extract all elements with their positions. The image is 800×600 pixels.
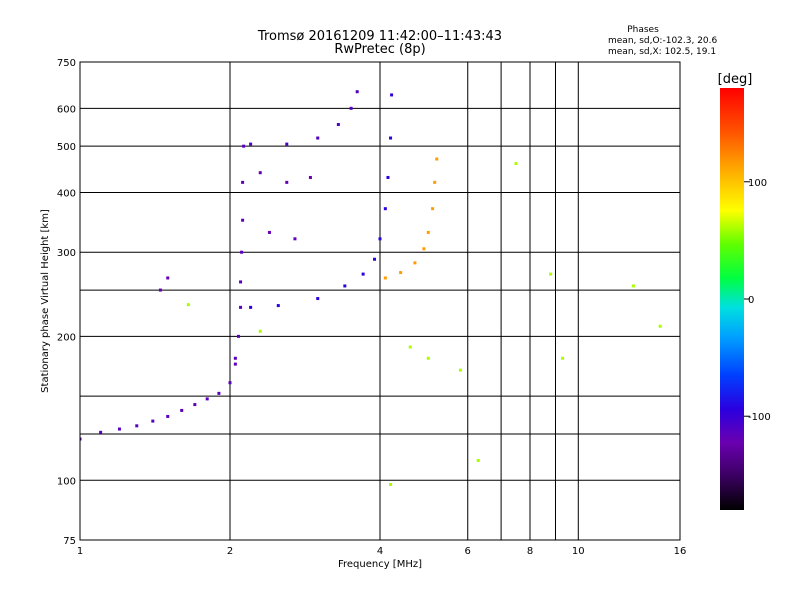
colorbar-ticks: 100 0 -100 — [744, 178, 771, 423]
data-point — [355, 90, 359, 94]
data-point — [343, 284, 347, 288]
data-point — [389, 136, 393, 140]
data-point — [205, 397, 209, 401]
grid-lines — [80, 62, 680, 540]
data-point — [433, 180, 437, 184]
data-point — [458, 368, 462, 372]
data-point — [426, 356, 430, 360]
x-tick-label: 8 — [527, 546, 533, 557]
colorbar-tick-label: 100 — [748, 178, 767, 189]
data-point — [249, 142, 253, 146]
data-point — [239, 305, 243, 309]
data-points — [80, 90, 662, 486]
y-tick-label: 400 — [57, 188, 76, 199]
x-axis-label: Frequency [MHz] — [338, 559, 422, 570]
data-point — [242, 144, 246, 148]
data-point — [349, 106, 353, 110]
data-point — [361, 272, 365, 276]
data-point — [217, 391, 221, 395]
data-point — [373, 257, 377, 261]
data-point — [390, 93, 394, 97]
x-tick-label: 16 — [674, 546, 687, 557]
data-point — [408, 345, 412, 349]
plot-frame — [79, 61, 681, 541]
data-point — [258, 329, 262, 333]
data-point — [239, 280, 243, 284]
data-point — [285, 142, 289, 146]
data-point — [240, 250, 244, 254]
x-tick-label: 1 — [77, 546, 83, 557]
y-axis-label: Stationary phase Virtual Height [km] — [40, 209, 51, 393]
data-point — [193, 403, 197, 407]
y-axis-ticks: 75 100 200 300 400 500 600 750 — [57, 58, 76, 547]
data-point — [158, 288, 162, 292]
data-point — [308, 175, 312, 179]
data-point — [631, 284, 635, 288]
data-point — [435, 157, 439, 161]
data-point — [258, 171, 262, 175]
data-point — [549, 272, 553, 276]
data-point — [426, 230, 430, 234]
x-tick-label: 4 — [377, 546, 383, 557]
data-point — [151, 419, 155, 423]
data-point — [99, 430, 103, 434]
colorbar — [720, 88, 744, 510]
data-point — [233, 362, 237, 366]
data-point — [80, 437, 82, 441]
data-point — [166, 276, 170, 280]
data-point — [293, 237, 297, 241]
data-point — [236, 334, 240, 338]
data-point — [186, 303, 190, 307]
data-point — [135, 424, 139, 428]
y-tick-label: 750 — [57, 58, 76, 69]
data-point — [241, 218, 245, 222]
y-tick-label: 75 — [63, 536, 76, 547]
x-axis-ticks: 1 2 4 6 8 10 16 — [77, 546, 687, 557]
x-tick-label: 2 — [227, 546, 233, 557]
y-tick-label: 600 — [57, 104, 76, 115]
data-point — [285, 180, 289, 184]
data-point — [383, 276, 387, 280]
x-tick-label: 10 — [572, 546, 585, 557]
data-point — [249, 305, 253, 309]
data-point — [378, 237, 382, 241]
y-tick-label: 200 — [57, 332, 76, 343]
chart-subtitle: RwPretec (8p) — [334, 42, 425, 57]
data-point — [166, 414, 170, 418]
phase-stats-heading: Phases — [627, 25, 659, 35]
phase-stats-o: mean, sd,O:-102.3, 20.6 — [608, 36, 718, 46]
data-point — [422, 247, 426, 251]
y-tick-label: 300 — [57, 248, 76, 259]
data-point — [561, 356, 565, 360]
x-tick-label: 6 — [465, 546, 471, 557]
data-point — [316, 136, 320, 140]
data-point — [241, 180, 245, 184]
data-point — [267, 230, 271, 234]
chart-title: Tromsø 20161209 11:42:00–11:43:43 — [257, 29, 502, 44]
y-tick-label: 100 — [57, 476, 76, 487]
data-point — [386, 175, 390, 179]
data-point — [413, 261, 417, 265]
data-point — [336, 123, 340, 127]
data-point — [180, 408, 184, 412]
data-point — [431, 207, 435, 211]
data-point — [117, 427, 121, 431]
y-tick-label: 500 — [57, 142, 76, 153]
data-point — [399, 271, 403, 275]
phase-stats-x: mean, sd,X: 102.5, 19.1 — [608, 47, 716, 57]
data-point — [389, 482, 393, 486]
data-point — [316, 297, 320, 301]
data-point — [476, 458, 480, 462]
colorbar-tick-label: -100 — [748, 412, 771, 423]
colorbar-label: [deg] — [718, 72, 753, 87]
data-point — [233, 356, 237, 360]
data-point — [383, 207, 387, 211]
colorbar-tick-label: 0 — [748, 295, 754, 306]
data-point — [514, 161, 518, 165]
data-point — [658, 324, 662, 328]
data-point — [228, 381, 232, 385]
data-point — [276, 304, 280, 308]
